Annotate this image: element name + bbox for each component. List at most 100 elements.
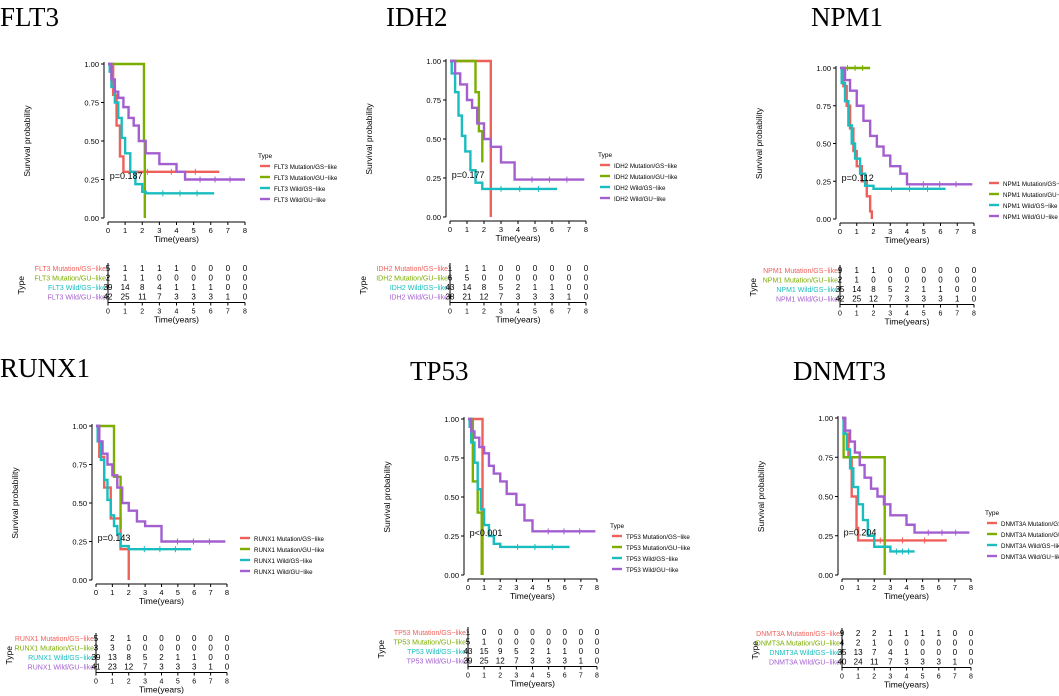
km-curve-1 — [96, 424, 130, 580]
legend-label: TP53 Wild/GU−like — [626, 567, 679, 574]
y-tick-label: 1.00 — [72, 422, 87, 431]
risk-table-time-label: 2 — [498, 673, 502, 680]
legend-label: FLT3 Wild/GU−like — [274, 197, 326, 204]
x-axis-title: Time(years) — [495, 233, 540, 243]
km-plot: 0.000.250.500.751.000 1 2 3 4 5 6 7 8Time(years)… — [16, 60, 338, 325]
p-value: p=0.204 — [844, 528, 877, 538]
y-tick-label: 0.25 — [426, 174, 441, 183]
risk-table-cell: 2 — [856, 639, 861, 648]
km-curve-1 — [840, 66, 874, 219]
risk-table-cell: 1 — [123, 264, 128, 273]
risk-table-time-label: 0 — [94, 679, 98, 686]
x-tick-label: 2 — [872, 583, 876, 592]
risk-table-cell: 5 — [465, 274, 470, 283]
risk-table-cell: 0 — [498, 638, 503, 647]
risk-table-row-label: TP53 Mutation/GU−like — [393, 640, 466, 647]
risk-table-cell: 0 — [584, 264, 589, 273]
km-curve-4 — [96, 424, 226, 543]
km-curve-1 — [108, 62, 220, 173]
legend-label: IDH2 Mutation/GU−like — [614, 174, 678, 181]
risk-table-cell: 0 — [498, 628, 503, 637]
y-tick-label: 0.50 — [84, 137, 99, 146]
y-axis-title: Survival probability — [756, 460, 766, 532]
risk-table-time-label: 0 — [838, 311, 842, 318]
risk-table-time-label: 7 — [567, 309, 571, 316]
risk-table-cell: 1 — [920, 629, 925, 638]
y-tick-label: 0.50 — [72, 499, 87, 508]
risk-table-cell: 1 — [127, 634, 132, 643]
y-tick-label: 0.75 — [816, 102, 831, 111]
x-tick-label: 5 — [176, 588, 180, 597]
risk-table-cell: 2 — [530, 647, 535, 656]
risk-table-cell: 1 — [176, 653, 181, 662]
risk-table-time-label: 6 — [192, 679, 196, 686]
risk-table-cell: 0 — [550, 274, 555, 283]
legend-label: NPM1 Mutation/GS−like — [1003, 181, 1059, 188]
legend-label: FLT3 Wild/GS−like — [274, 186, 326, 193]
risk-table-cell: 25 — [480, 657, 489, 666]
risk-table-cell: 8 — [127, 653, 132, 662]
risk-table-cell: 5 — [143, 653, 148, 662]
risk-table-cell: 0 — [192, 644, 197, 653]
risk-table-time-label: 0 — [448, 309, 452, 316]
risk-table-cell: 8 — [871, 285, 876, 294]
risk-table-cell: 0 — [972, 295, 977, 304]
risk-table-cell: 3 — [905, 295, 910, 304]
x-tick-label: 7 — [953, 583, 957, 592]
y-tick-label: 0.00 — [444, 571, 459, 580]
km-curve-2 — [96, 424, 122, 530]
risk-table-cell: 0 — [191, 264, 196, 273]
risk-table-cell: 0 — [243, 264, 248, 273]
risk-table-cell: 0 — [579, 638, 584, 647]
risk-table-row-label: NPM1 Wild/GS−like — [776, 287, 838, 294]
x-tick-label: 7 — [579, 583, 583, 592]
risk-table-cell: 7 — [514, 657, 519, 666]
p-value: p=0.187 — [110, 171, 143, 181]
x-tick-label: 0 — [838, 227, 842, 236]
risk-table-cell: 0 — [563, 628, 568, 637]
x-tick-label: 0 — [94, 588, 98, 597]
risk-table-cell: 1 — [140, 264, 145, 273]
risk-table-cell: 0 — [546, 638, 551, 647]
risk-table-cell: 0 — [969, 648, 974, 657]
risk-table-cell: 0 — [208, 644, 213, 653]
risk-table-cell: 1 — [157, 264, 162, 273]
p-value: p<0.001 — [470, 528, 503, 538]
risk-table-cell: 0 — [225, 663, 230, 672]
km-plot: 0.000.250.500.751.000 1 2 3 4 5 6 7 8Time(years)… — [750, 414, 1059, 690]
risk-table-cell: 0 — [499, 274, 504, 283]
risk-table-time-label: 8 — [225, 679, 229, 686]
km-curve-4 — [840, 66, 973, 186]
x-tick-label: 0 — [448, 225, 452, 234]
km-curve-2 — [450, 59, 484, 163]
p-value: p=0.112 — [842, 173, 874, 183]
legend-label: FLT3 Mutation/GS−like — [274, 164, 338, 171]
x-tick-label: 7 — [226, 226, 230, 235]
risk-table-cell: 0 — [225, 644, 230, 653]
risk-table-cell: 2 — [516, 283, 521, 292]
x-tick-label: 6 — [938, 227, 942, 236]
risk-table-cell: 0 — [920, 639, 925, 648]
x-tick-label: 0 — [106, 226, 110, 235]
risk-table-time-label: 6 — [209, 309, 213, 316]
y-tick-label: 0.00 — [84, 214, 99, 223]
risk-table-time-label: 2 — [482, 309, 486, 316]
x-tick-label: 2 — [140, 226, 144, 235]
risk-table-cell: 1 — [955, 295, 960, 304]
risk-table-row-label: FLT3 Wild/GS−like — [48, 285, 106, 292]
risk-table-cell: 1 — [482, 638, 487, 647]
risk-table-cell: 0 — [953, 648, 958, 657]
risk-table-cell: 7 — [872, 648, 877, 657]
risk-table-cell: 12 — [869, 295, 878, 304]
risk-table-row-label: DNMT3A Wild/GS−like — [769, 650, 840, 657]
risk-table-cell: 0 — [143, 634, 148, 643]
x-tick-label: 2 — [482, 225, 486, 234]
x-tick-label: 8 — [972, 227, 976, 236]
risk-table-time-label: 2 — [140, 309, 144, 316]
risk-table-cell: 4 — [157, 283, 162, 292]
risk-table-cell: 0 — [127, 644, 132, 653]
risk-table-time-label: 3 — [143, 679, 147, 686]
y-axis-title: Survival probability — [754, 107, 764, 179]
x-tick-label: 3 — [499, 225, 503, 234]
risk-table-cell: 0 — [595, 647, 600, 656]
